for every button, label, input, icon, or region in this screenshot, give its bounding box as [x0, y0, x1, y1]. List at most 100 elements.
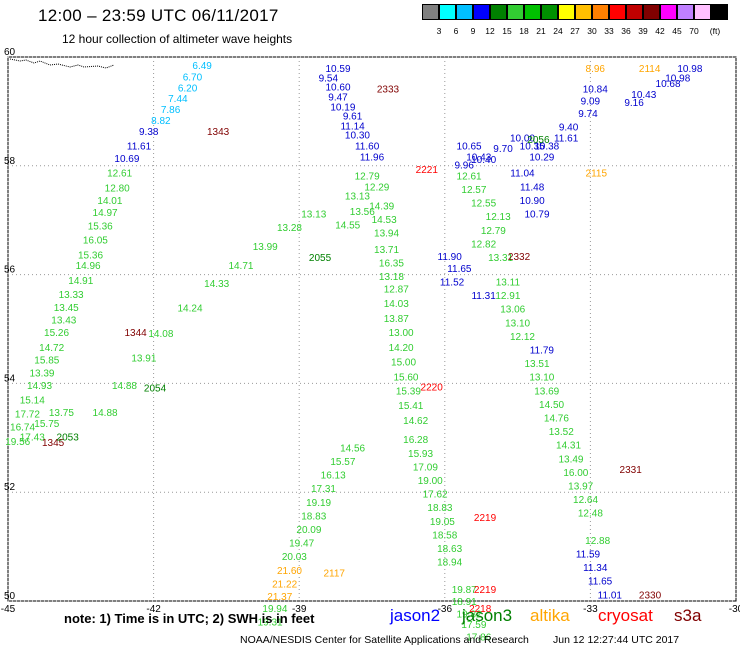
wave-height-value: 21.37 [267, 592, 292, 603]
colorbar-label: 42 [655, 26, 665, 36]
wave-height-value: 9.54 [319, 73, 339, 84]
wave-height-value: 13.00 [389, 328, 414, 339]
wave-height-value: 19.31 [258, 617, 283, 628]
wave-height-value: 8.82 [151, 116, 171, 127]
y-tick-label: 56 [4, 265, 16, 276]
wave-height-value: 18.83 [427, 503, 452, 514]
wave-height-value: 16.28 [403, 435, 428, 446]
wave-height-value: 15.00 [391, 357, 416, 368]
wave-height-value: 10.98 [665, 73, 690, 84]
wave-height-value: 13.87 [384, 314, 409, 325]
footnote: note: 1) Time is in UTC; 2) SWH is in fe… [64, 611, 315, 626]
x-tick-label: -33 [583, 604, 598, 615]
wave-height-value: 15.93 [408, 449, 433, 460]
wave-height-value: 10.35 [520, 141, 545, 152]
wave-height-value: 14.88 [93, 408, 118, 419]
wave-height-value: 15.57 [330, 457, 355, 468]
legend-cryosat: cryosat [598, 606, 653, 625]
pass-time-label: 2333 [377, 84, 400, 95]
wave-height-value: 13.39 [29, 368, 54, 379]
wave-height-value: 14.93 [27, 381, 52, 392]
wave-height-value: 11.31 [471, 291, 496, 302]
wave-height-value: 11.90 [438, 252, 463, 263]
wave-height-value: 18.83 [301, 511, 326, 522]
x-tick-label: -39 [292, 604, 307, 615]
pass-time-label: 2218 [469, 604, 492, 615]
pass-time-label: 2053 [57, 433, 80, 444]
wave-height-value: 10.60 [326, 83, 351, 94]
wave-height-value: 9.09 [581, 96, 601, 107]
wave-height-value: 12.61 [457, 171, 482, 182]
wave-height-value: 19.47 [289, 539, 314, 550]
wave-height-value: 7.44 [168, 94, 188, 105]
wave-height-value: 14.56 [340, 443, 365, 454]
wave-height-value: 16.00 [563, 468, 588, 479]
pass-time-label: 2220 [421, 382, 444, 393]
wave-height-value: 10.59 [326, 64, 351, 75]
wave-height-value: 12.13 [486, 212, 511, 223]
wave-height-value: 13.71 [374, 245, 399, 256]
wave-height-value: 14.03 [384, 299, 409, 310]
colorbar-label: 70 [689, 26, 699, 36]
wave-height-value: 13.43 [51, 316, 76, 327]
wave-height-value: 15.85 [34, 355, 59, 366]
colorbar-label: 39 [638, 26, 648, 36]
colorbar-swatch [422, 4, 439, 20]
wave-height-value: 18.58 [432, 530, 457, 541]
wave-height-value: 15.60 [393, 373, 418, 384]
wave-height-value: 10.65 [457, 141, 482, 152]
colorbar-label: 21 [536, 26, 546, 36]
wave-height-value: 16.74 [10, 423, 35, 434]
pass-time-label: 1345 [42, 438, 65, 449]
wave-height-value: 14.50 [539, 400, 564, 411]
y-tick-label: 50 [4, 591, 16, 602]
wave-height-value: 10.40 [471, 155, 496, 166]
wave-height-value: 14.55 [335, 220, 360, 231]
pass-time-label: 2221 [416, 165, 439, 176]
wave-height-value: 12.12 [510, 332, 535, 343]
wave-height-value: 13.10 [529, 373, 554, 384]
pass-time-label: 2219 [474, 585, 497, 596]
colorbar-label: 33 [604, 26, 614, 36]
wave-height-value: 9.16 [624, 98, 644, 109]
wave-height-value: 15.14 [20, 396, 45, 407]
wave-height-value: 13.10 [505, 318, 530, 329]
wave-height-value: 21.22 [272, 579, 297, 590]
wave-height-value: 13.49 [558, 454, 583, 465]
wave-height-value: 13.13 [345, 192, 370, 203]
wave-height-value: 11.34 [583, 563, 608, 574]
wave-height-value: 10.30 [345, 131, 370, 142]
pass-time-label: 2114 [639, 64, 661, 75]
legend-s3a: s3a [674, 606, 702, 625]
pass-time-label: 2219 [474, 513, 497, 524]
wave-height-value: 10.84 [583, 84, 608, 95]
pass-time-label: 2115 [586, 169, 608, 180]
colorbar-label: 36 [621, 26, 631, 36]
wave-height-value: 11.79 [530, 345, 555, 356]
wave-height-value: 12.88 [585, 536, 610, 547]
pass-time-label: 1344 [124, 328, 147, 339]
wave-height-value: 11.61 [127, 141, 152, 152]
wave-height-value: 14.08 [148, 329, 173, 340]
wave-height-value: 16.35 [379, 258, 404, 269]
wave-height-value: 15.26 [44, 328, 69, 339]
wave-height-value: 13.52 [549, 427, 574, 438]
wave-height-value: 14.53 [372, 215, 397, 226]
wave-height-value: 17.72 [15, 410, 40, 421]
wave-height-value: 12.79 [481, 226, 506, 237]
wave-height-value: 19.05 [430, 517, 455, 528]
y-tick-label: 58 [4, 156, 16, 167]
wave-height-value: 14.31 [556, 441, 581, 452]
colorbar-swatch [643, 4, 660, 20]
wave-height-value: 13.97 [568, 481, 593, 492]
wave-height-value: 11.52 [440, 277, 465, 288]
colorbar-swatch [694, 4, 711, 20]
wave-height-value: 17.31 [311, 484, 336, 495]
wave-height-value: 10.98 [677, 64, 702, 75]
colorbar-label: 12 [485, 26, 495, 36]
wave-height-value: 11.65 [588, 577, 613, 588]
wave-height-value: 14.71 [228, 261, 253, 272]
wave-height-value: 19.56 [5, 437, 30, 448]
colorbar-label: 30 [587, 26, 597, 36]
wave-height-value: 19.19 [306, 498, 331, 509]
